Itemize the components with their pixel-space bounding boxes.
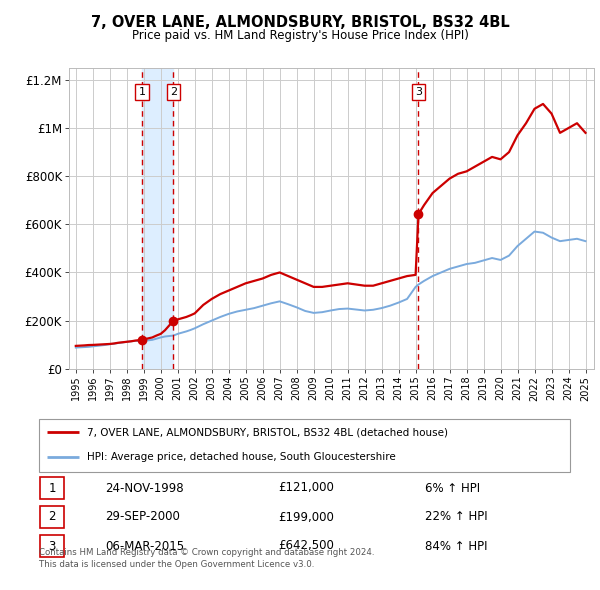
Text: 29-SEP-2000: 29-SEP-2000: [105, 510, 180, 523]
FancyBboxPatch shape: [40, 535, 64, 558]
Text: 3: 3: [49, 539, 56, 552]
Text: £642,500: £642,500: [278, 539, 334, 552]
Text: 24-NOV-1998: 24-NOV-1998: [105, 481, 184, 494]
Text: £199,000: £199,000: [278, 510, 334, 523]
Text: Price paid vs. HM Land Registry's House Price Index (HPI): Price paid vs. HM Land Registry's House …: [131, 30, 469, 42]
Text: 1: 1: [139, 87, 146, 97]
FancyBboxPatch shape: [40, 477, 64, 499]
FancyBboxPatch shape: [39, 419, 570, 472]
Text: 1: 1: [48, 481, 56, 494]
Text: Contains HM Land Registry data © Crown copyright and database right 2024.
This d: Contains HM Land Registry data © Crown c…: [39, 548, 374, 569]
Text: £121,000: £121,000: [278, 481, 334, 494]
Text: 84% ↑ HPI: 84% ↑ HPI: [425, 539, 487, 552]
Text: 2: 2: [48, 510, 56, 523]
Text: 06-MAR-2015: 06-MAR-2015: [105, 539, 184, 552]
FancyBboxPatch shape: [40, 506, 64, 529]
Text: 6% ↑ HPI: 6% ↑ HPI: [425, 481, 480, 494]
Text: 22% ↑ HPI: 22% ↑ HPI: [425, 510, 488, 523]
Text: 3: 3: [415, 87, 422, 97]
Text: 7, OVER LANE, ALMONDSBURY, BRISTOL, BS32 4BL: 7, OVER LANE, ALMONDSBURY, BRISTOL, BS32…: [91, 15, 509, 30]
Bar: [142, 68, 173, 369]
Text: HPI: Average price, detached house, South Gloucestershire: HPI: Average price, detached house, Sout…: [87, 452, 395, 462]
Text: 7, OVER LANE, ALMONDSBURY, BRISTOL, BS32 4BL (detached house): 7, OVER LANE, ALMONDSBURY, BRISTOL, BS32…: [87, 427, 448, 437]
Text: 2: 2: [170, 87, 177, 97]
